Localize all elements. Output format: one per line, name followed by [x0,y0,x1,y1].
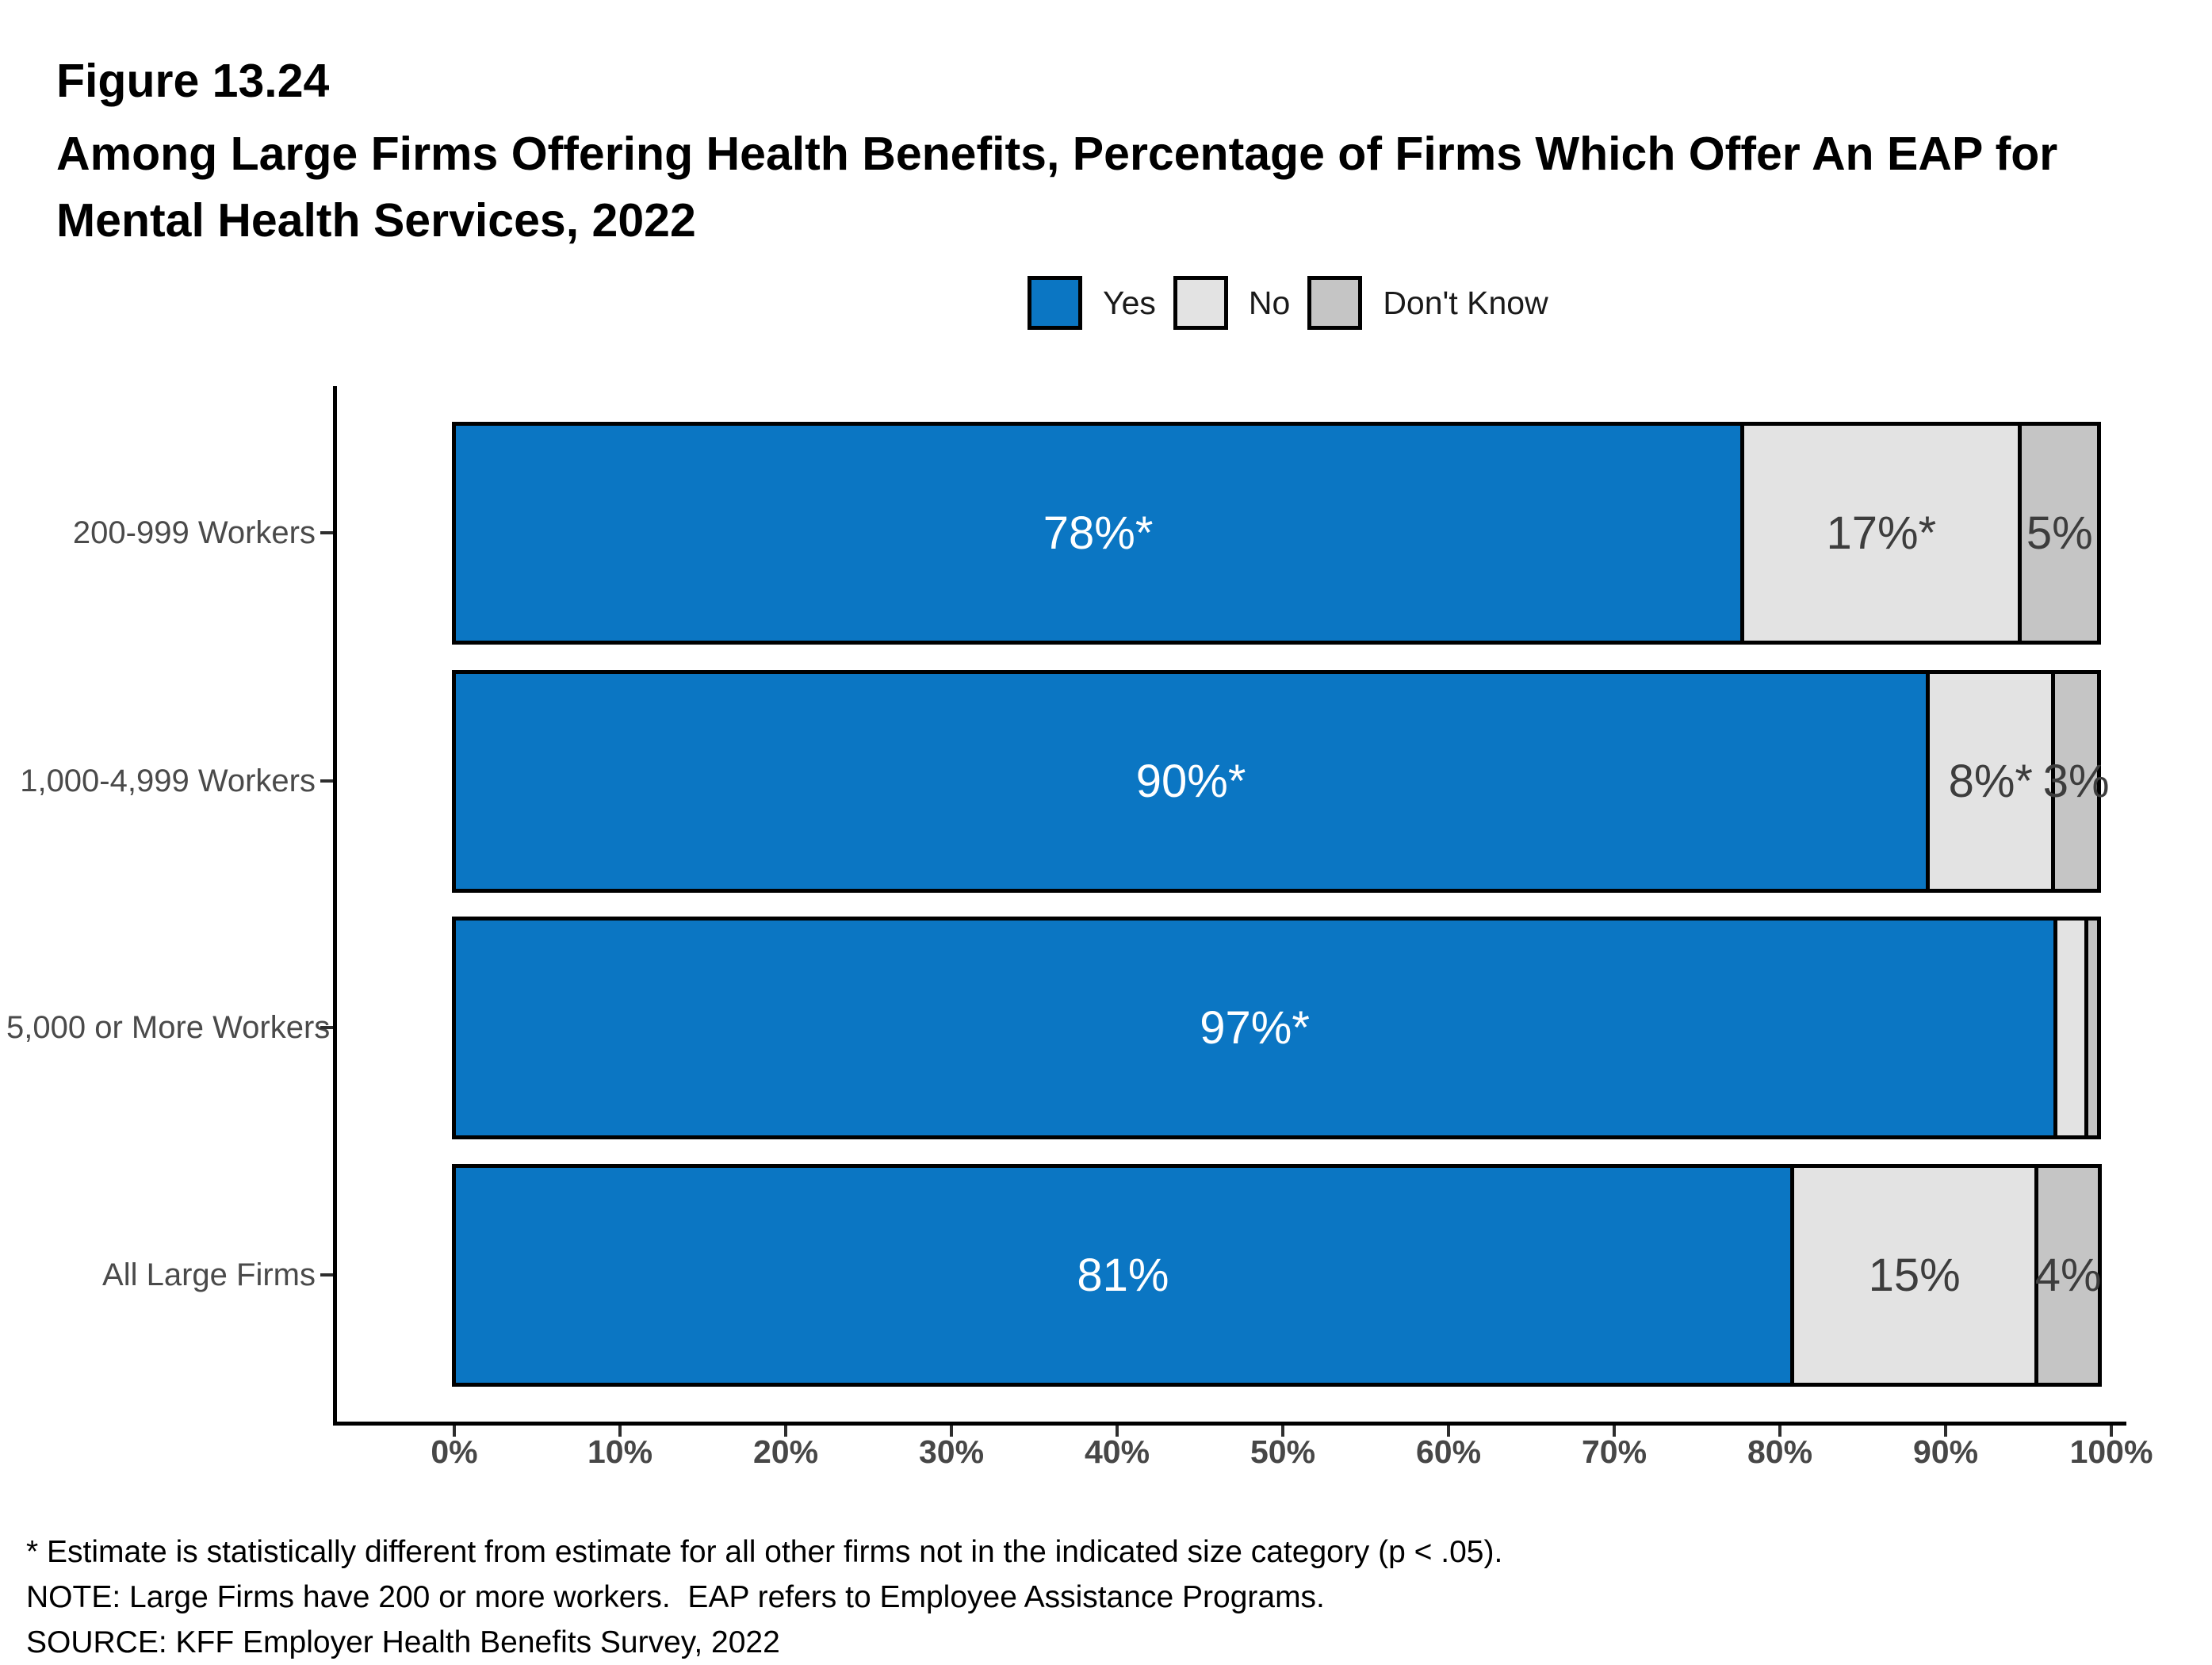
x-axis-tick-label: 90% [1912,1433,1979,1470]
legend-swatch-icon [1028,276,1082,330]
footnote-significance: * Estimate is statistically different fr… [26,1535,1503,1569]
legend-item-don-t-know: Don't Know [1307,276,1548,330]
legend-swatch-icon [1173,276,1228,330]
y-axis-label: 200-999 Workers [72,515,316,550]
x-axis-tick [1116,1426,1119,1437]
x-axis-tick-label: 40% [1084,1433,1150,1470]
footnote-note: NOTE: Large Firms have 200 or more worke… [26,1580,1325,1614]
x-axis-tick [784,1426,787,1437]
footnote-source: SOURCE: KFF Employer Health Benefits Sur… [26,1625,780,1659]
y-axis-tick [320,1026,333,1029]
bar-row: 90%* 8%* 3% [452,670,2110,893]
legend-swatch-icon [1307,276,1363,330]
bar-row: 97%* [452,917,2101,1139]
bar-segment-don-t-know: 4% [2034,1164,2103,1387]
legend-item-no: No [1173,276,1290,330]
figure-title-line2: Mental Health Services, 2022 [56,194,696,247]
x-axis-tick [1447,1426,1450,1437]
bar-segment-don-t-know [2084,917,2101,1139]
bar-value-label: 81% [1077,1249,1169,1301]
x-axis-tick-label: 0% [431,1433,478,1470]
bar-value-label: 3% [2042,755,2110,807]
bar-value-label: 5% [2026,507,2093,559]
bar-value-label: 15% [1868,1249,1961,1301]
x-axis-tick-label: 100% [2069,1433,2153,1470]
x-axis-tick-label: 20% [752,1433,819,1470]
bar-segment-no [2053,917,2089,1139]
legend: Yes No Don't Know [1028,276,1566,330]
figure-title-line1: Among Large Firms Offering Health Benefi… [56,128,2058,180]
bar-value-label: 97%* [1200,1001,1310,1054]
bar-segment-no: 17%* [1740,422,2023,645]
x-axis-tick [453,1426,456,1437]
x-axis-tick [2110,1426,2113,1437]
bar-value-label: 90%* [1135,755,1246,807]
bar-segment-don-t-know: 5% [2018,422,2101,645]
x-axis-tick-label: 60% [1415,1433,1482,1470]
x-axis-tick-label: 80% [1747,1433,1813,1470]
y-axis-tick [320,531,333,534]
y-axis-label: 1,000-4,999 Workers [20,764,316,798]
figure-title: Among Large Firms Offering Health Benefi… [56,121,2057,254]
x-axis-line [333,1422,2126,1426]
y-axis-tick [320,1273,333,1276]
x-axis-tick [1778,1426,1781,1437]
x-axis-tick-label: 50% [1250,1433,1316,1470]
x-axis-tick-label: 70% [1581,1433,1648,1470]
x-axis-tick-label: 30% [918,1433,985,1470]
bar-value-label: 78%* [1043,507,1154,559]
bar-value-label: 17%* [1826,507,1937,559]
figure-number: Figure 13.24 [56,55,330,107]
bar-segment-yes: 78%* [452,422,1745,645]
bar-value-label: 8%* [1948,755,2033,807]
bar-row: 78%* 17%* 5% [452,422,2101,645]
x-axis-tick [1281,1426,1284,1437]
bar-value-label: 4% [2034,1249,2102,1301]
bar-segment-yes: 90%* [452,670,1931,893]
bar-segment-no: 15% [1789,1164,2039,1387]
x-axis-tick [1944,1426,1947,1437]
bar-row: 81% 15% 4% [452,1164,2103,1387]
legend-label: No [1248,284,1291,321]
bar-segment-yes: 97%* [452,917,2058,1139]
x-axis-tick [618,1426,622,1437]
legend-label: Don't Know [1383,284,1548,321]
x-axis-tick [950,1426,953,1437]
x-axis-tick [1613,1426,1616,1437]
legend-label: Yes [1103,284,1156,321]
bar-segment-yes: 81% [452,1164,1794,1387]
y-axis-tick [320,779,333,783]
y-axis-label: 5,000 or More Workers [6,1010,331,1045]
x-axis-tick-label: 10% [587,1433,653,1470]
bar-segment-no: 8%* [1926,670,2056,893]
y-axis-label: All Large Firms [102,1257,316,1292]
y-axis-line [333,386,337,1426]
bar-segment-don-t-know: 3% [2043,670,2110,893]
legend-item-yes: Yes [1028,276,1156,330]
